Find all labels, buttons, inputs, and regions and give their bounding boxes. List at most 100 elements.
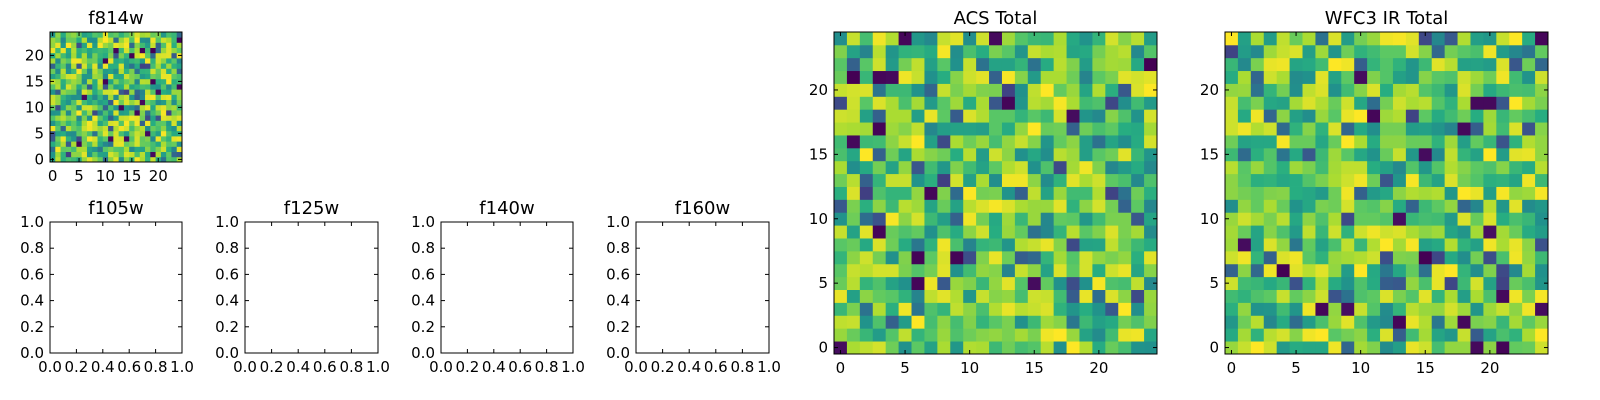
heatmap-cell bbox=[1444, 315, 1458, 329]
heatmap-cell bbox=[989, 186, 1003, 200]
heatmap-cell bbox=[1040, 96, 1055, 110]
heatmap-cell bbox=[1328, 199, 1342, 213]
y-tick-label: 0.0 bbox=[20, 344, 44, 362]
heatmap-cell bbox=[1522, 276, 1536, 290]
heatmap-cell bbox=[113, 125, 120, 132]
heatmap-cell bbox=[1053, 315, 1067, 329]
heatmap-cell bbox=[1457, 122, 1471, 136]
heatmap-cell bbox=[1431, 83, 1446, 97]
heatmap-cell bbox=[834, 173, 848, 187]
heatmap-cell bbox=[1250, 83, 1265, 97]
heatmap-cell bbox=[176, 84, 183, 90]
heatmap-cell bbox=[166, 73, 172, 80]
heatmap-cell bbox=[71, 32, 77, 38]
heatmap-cell bbox=[1328, 96, 1342, 110]
x-tick-label: 0.8 bbox=[535, 358, 559, 376]
heatmap-cell bbox=[1367, 341, 1381, 355]
heatmap-cell bbox=[911, 276, 925, 290]
heatmap-cell bbox=[1457, 212, 1471, 226]
heatmap-cell bbox=[1014, 83, 1029, 97]
heatmap-cell bbox=[1302, 225, 1316, 239]
heatmap-cell bbox=[1328, 186, 1342, 200]
heatmap-cell bbox=[1237, 289, 1252, 303]
heatmap-cell bbox=[1522, 96, 1536, 110]
heatmap-cell bbox=[102, 146, 109, 152]
heatmap-cell bbox=[123, 47, 130, 54]
heatmap-cell bbox=[1105, 122, 1119, 136]
heatmap-cell bbox=[1444, 122, 1458, 136]
heatmap-cell bbox=[846, 238, 861, 252]
heatmap-cell bbox=[1263, 44, 1278, 59]
heatmap-cell bbox=[123, 37, 130, 43]
y-tick-label: 0.2 bbox=[606, 318, 630, 336]
heatmap-cell bbox=[171, 73, 178, 80]
heatmap-cell bbox=[1483, 83, 1497, 97]
y-tick-label: 0.2 bbox=[215, 318, 239, 336]
heatmap-cell bbox=[1418, 70, 1433, 84]
heatmap-cell bbox=[1144, 186, 1158, 200]
heatmap-cell bbox=[1040, 173, 1055, 187]
heatmap-cell bbox=[160, 78, 167, 85]
heatmap-cell bbox=[65, 52, 72, 59]
heatmap-cell bbox=[1392, 199, 1407, 213]
heatmap-cell bbox=[898, 83, 912, 97]
y-tick-label: 0.0 bbox=[215, 344, 239, 362]
heatmap-cell bbox=[1367, 302, 1381, 316]
heatmap-cell bbox=[1053, 32, 1067, 46]
heatmap-cell bbox=[171, 104, 178, 111]
heatmap-cell bbox=[1225, 212, 1239, 226]
heatmap-cell bbox=[145, 32, 151, 38]
heatmap-cell bbox=[1066, 328, 1080, 342]
heatmap-cell bbox=[1341, 263, 1355, 278]
heatmap-cell bbox=[50, 151, 56, 158]
heatmap-cell bbox=[145, 130, 151, 137]
heatmap-cell bbox=[1144, 32, 1158, 46]
heatmap-cell bbox=[108, 104, 114, 111]
heatmap-cell bbox=[1237, 212, 1252, 226]
heatmap-cell bbox=[102, 63, 109, 69]
heatmap-cell bbox=[1418, 225, 1433, 239]
heatmap-cell bbox=[963, 250, 977, 265]
heatmap-cell bbox=[123, 89, 130, 95]
heatmap-cell bbox=[1496, 328, 1510, 342]
heatmap-cell bbox=[1289, 147, 1303, 162]
heatmap-cell bbox=[1431, 70, 1446, 84]
heatmap-cell bbox=[1380, 83, 1394, 97]
heatmap-cell bbox=[1392, 289, 1407, 303]
heatmap-cell bbox=[1250, 199, 1265, 213]
heatmap-cell bbox=[155, 120, 162, 126]
heatmap-cell bbox=[834, 302, 848, 316]
heatmap-cell bbox=[1380, 289, 1394, 303]
x-tick-label: 0 bbox=[1227, 359, 1237, 377]
heatmap-cell bbox=[1001, 147, 1016, 162]
heatmap-cell bbox=[1354, 160, 1368, 175]
heatmap-cell bbox=[1367, 83, 1381, 97]
heatmap-cell bbox=[171, 63, 178, 69]
heatmap-cell bbox=[1027, 328, 1042, 342]
heatmap-cell bbox=[118, 146, 125, 152]
heatmap-cell bbox=[1092, 225, 1106, 239]
heatmap-cell bbox=[950, 160, 964, 175]
heatmap-cell bbox=[1289, 135, 1303, 149]
heatmap-cell bbox=[55, 136, 61, 142]
heatmap-cell bbox=[123, 63, 130, 69]
heatmap-cell bbox=[1535, 57, 1549, 72]
heatmap-cell bbox=[65, 94, 72, 100]
heatmap-cell bbox=[76, 47, 83, 54]
heatmap-cell bbox=[898, 44, 912, 59]
heatmap-cell bbox=[859, 263, 874, 278]
heatmap-cell bbox=[76, 63, 83, 69]
heatmap-cell bbox=[872, 341, 887, 355]
heatmap-cell bbox=[1405, 212, 1420, 226]
x-tick-label: 5 bbox=[900, 359, 910, 377]
heatmap-cell bbox=[1405, 96, 1420, 110]
heatmap-cell bbox=[1328, 44, 1342, 59]
heatmap-cell bbox=[1354, 263, 1368, 278]
heatmap-cell bbox=[134, 125, 141, 132]
heatmap-cell bbox=[81, 125, 88, 132]
heatmap-cell bbox=[963, 238, 977, 252]
heatmap-cell bbox=[123, 115, 130, 121]
heatmap-cell bbox=[118, 151, 125, 158]
heatmap-cell bbox=[1302, 173, 1316, 187]
heatmap-cell bbox=[81, 78, 88, 85]
